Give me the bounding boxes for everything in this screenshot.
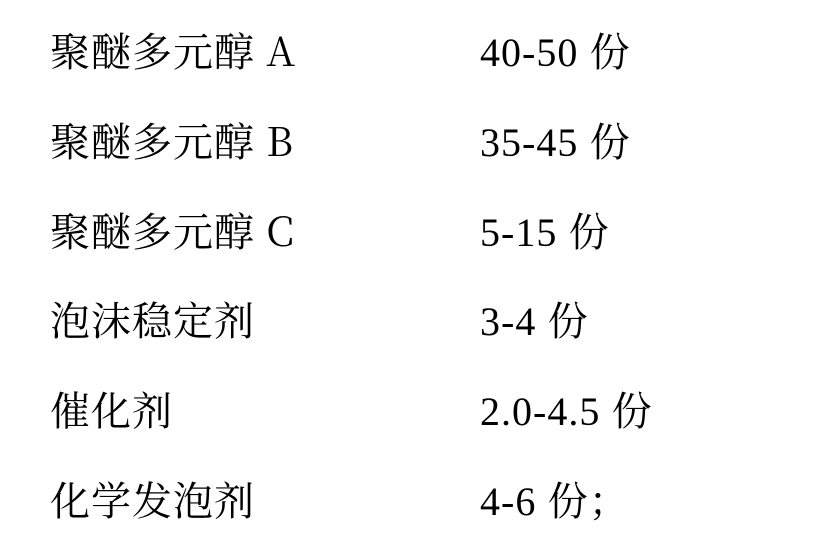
ingredient-label: 聚醚多元醇 C [50, 210, 480, 250]
ingredient-label: 化学发泡剂 [50, 479, 480, 519]
table-row: 催化剂 2.0-4.5 份 [50, 389, 782, 432]
table-row: 泡沫稳定剂 3-4 份 [50, 299, 782, 342]
ingredient-label: 聚醚多元醇 A [50, 30, 480, 70]
ingredient-label: 泡沫稳定剂 [50, 299, 480, 339]
ingredient-amount: 3-4 份 [480, 299, 589, 342]
ingredient-amount: 2.0-4.5 份 [480, 389, 653, 432]
ingredient-label: 催化剂 [50, 389, 480, 429]
table-row: 聚醚多元醇 B 35-45 份 [50, 120, 782, 163]
table-row: 化学发泡剂 4-6 份； [50, 479, 782, 522]
ingredient-amount: 35-45 份 [480, 120, 631, 163]
ingredient-amount: 40-50 份 [480, 30, 631, 73]
ingredient-amount: 5-15 份 [480, 210, 610, 253]
table-row: 聚醚多元醇 A 40-50 份 [50, 30, 782, 73]
ingredient-label: 聚醚多元醇 B [50, 120, 480, 160]
ingredient-amount: 4-6 份； [480, 479, 630, 522]
table-row: 聚醚多元醇 C 5-15 份 [50, 210, 782, 253]
ingredient-list: 聚醚多元醇 A 40-50 份 聚醚多元醇 B 35-45 份 聚醚多元醇 C … [0, 0, 822, 552]
